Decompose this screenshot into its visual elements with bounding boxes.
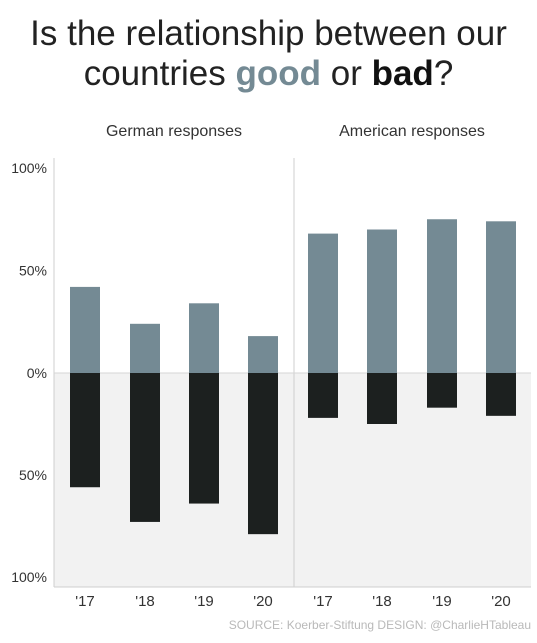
bar-good <box>486 221 516 373</box>
panel-label: German responses <box>106 123 242 140</box>
bar-bad <box>308 373 338 418</box>
title-good-word: good <box>235 54 321 93</box>
x-tick-label: '17 <box>313 593 333 610</box>
bar-good <box>130 323 160 373</box>
bar-good <box>427 219 457 373</box>
bar-good <box>248 336 278 373</box>
bar-bad <box>130 373 160 522</box>
x-tick-label: '17 <box>75 593 95 610</box>
panel-label: American responses <box>339 123 485 140</box>
bar-bad <box>70 373 100 488</box>
x-tick-label: '20 <box>491 593 511 610</box>
title-line-1: Is the relationship between our <box>30 14 507 53</box>
y-tick-label: 0% <box>27 365 47 381</box>
x-tick-label: '19 <box>194 593 214 610</box>
y-tick-label: 50% <box>19 263 47 279</box>
bar-good <box>367 229 397 373</box>
x-tick-label: '20 <box>253 593 273 610</box>
title-question-mark: ? <box>433 54 454 93</box>
bar-bad <box>189 373 219 504</box>
chart-title: Is the relationship between our countrie… <box>0 14 537 94</box>
y-tick-label: 50% <box>19 467 47 483</box>
bar-bad <box>248 373 278 535</box>
x-tick-label: '18 <box>372 593 392 610</box>
bar-bad <box>427 373 457 408</box>
x-tick-label: '19 <box>432 593 452 610</box>
y-tick-label: 100% <box>11 160 47 176</box>
negative-area-background <box>54 373 531 587</box>
source-credit: SOURCE: Koerber-Stiftung DESIGN: @Charli… <box>228 618 531 632</box>
title-or: or <box>321 54 372 93</box>
y-tick-label: 100% <box>11 569 47 585</box>
bar-bad <box>367 373 397 424</box>
bar-good <box>189 303 219 373</box>
bar-good <box>70 286 100 373</box>
x-tick-label: '18 <box>135 593 155 610</box>
title-bad-word: bad <box>371 54 434 93</box>
bar-good <box>308 233 338 373</box>
bar-bad <box>486 373 516 416</box>
title-line-2-start: countries <box>83 54 236 93</box>
